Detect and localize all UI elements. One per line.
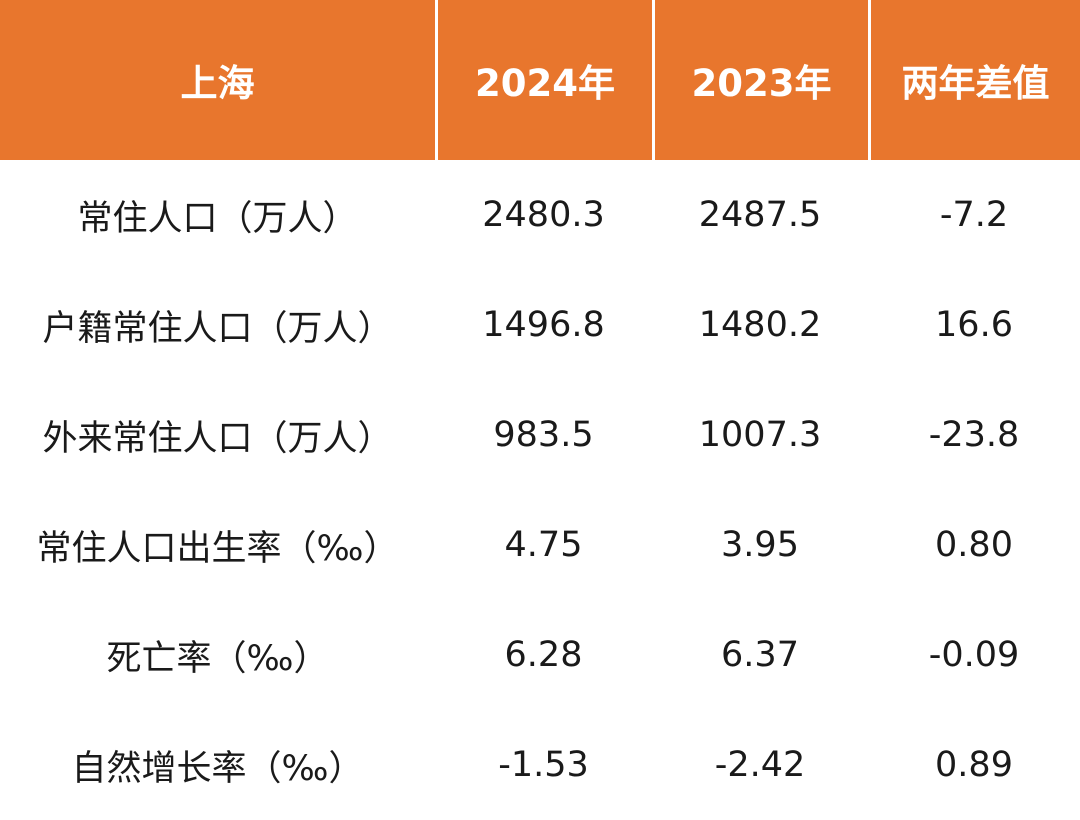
cell: 2487.5 — [698, 195, 822, 235]
cell: 1496.8 — [482, 305, 605, 345]
cell: 2024年 — [435, 0, 652, 160]
cell: 6.28 — [504, 635, 583, 675]
table-row: 外来常住人口（万人） 983.5 1007.3 -23.8 — [0, 380, 1080, 490]
row-label: 死亡率（‰） — [106, 638, 329, 679]
cell: 2480.3 — [482, 195, 605, 235]
cell: 两年差值 — [868, 0, 1080, 160]
cell: -1.53 — [498, 745, 589, 785]
table-row: 常住人口出生率（‰） 4.75 3.95 0.80 — [0, 490, 1080, 600]
row-label: 常住人口出生率（‰） — [36, 528, 399, 569]
cell: -2.42 — [714, 745, 806, 785]
cell: 0.80 — [935, 525, 1013, 565]
cell: -23.8 — [928, 415, 1020, 455]
header-row: 上海 2024年 2023年 两年差值 — [0, 0, 1080, 160]
cell: 0.89 — [935, 745, 1013, 785]
row-label: 自然增长率（‰） — [71, 748, 364, 789]
cell: 3.95 — [721, 525, 799, 565]
cell: -7.2 — [939, 195, 1009, 235]
table-row: 常住人口（万人） 2480.3 2487.5 -7.2 — [0, 160, 1080, 270]
cell: 1480.2 — [698, 305, 822, 345]
row-label: 户籍常住人口（万人） — [42, 308, 393, 349]
cell: 1007.3 — [698, 415, 822, 455]
cell: -0.09 — [928, 635, 1020, 675]
row-label: 常住人口（万人） — [77, 198, 358, 239]
row-label: 外来常住人口（万人） — [42, 418, 393, 459]
table-row: 死亡率（‰） 6.28 6.37 -0.09 — [0, 600, 1080, 710]
cell: 16.6 — [935, 305, 1013, 345]
cell: 983.5 — [493, 415, 594, 455]
table-row: 自然增长率（‰） -1.53 -2.42 0.89 — [0, 710, 1080, 820]
row-label: 上海 — [180, 62, 255, 105]
cell: 4.75 — [504, 525, 583, 565]
table-row: 户籍常住人口（万人） 1496.8 1480.2 16.6 — [0, 270, 1080, 380]
cell: 2023年 — [652, 0, 868, 160]
cell: 6.37 — [721, 635, 799, 675]
